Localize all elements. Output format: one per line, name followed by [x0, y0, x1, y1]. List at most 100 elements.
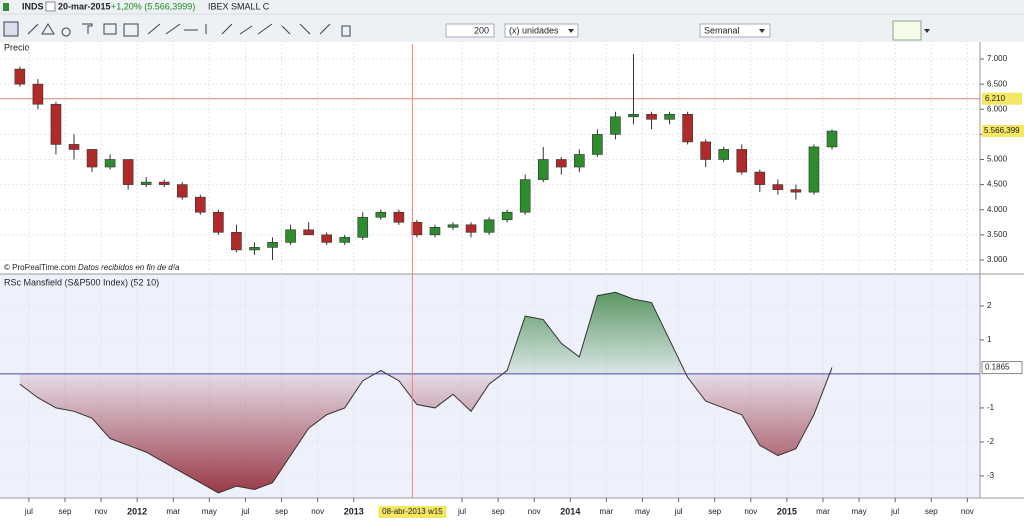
cursor-label: 08-abr-2013 w15: [382, 507, 443, 516]
x-tick-label: 2012: [127, 506, 147, 516]
candle-body: [104, 159, 116, 168]
candle-body: [411, 221, 423, 236]
last-price-label: 5.566,399: [984, 126, 1020, 135]
candle-body: [285, 229, 296, 243]
candle-body: [195, 196, 206, 213]
candle-body: [501, 211, 513, 221]
units-select[interactable]: [504, 23, 579, 38]
candle-body: [772, 184, 784, 190]
y-tick-label: 5.000: [987, 155, 1008, 164]
x-tick-label: mar: [600, 507, 614, 516]
period-select[interactable]: [699, 23, 771, 38]
candle-body: [664, 113, 675, 120]
last-value-label: 0.1865: [985, 363, 1010, 372]
last-value-box: [981, 361, 1023, 375]
chart-style-button[interactable]: [892, 20, 922, 41]
x-tick-label: may: [852, 507, 867, 516]
candle-body: [357, 216, 369, 238]
y-tick-label: 3.000: [987, 255, 1008, 264]
candle-body: [808, 146, 820, 193]
x-tick-label: jul: [240, 507, 249, 516]
indicator-line: [19, 291, 833, 494]
candle-body: [483, 219, 495, 233]
x-tick-label: nov: [961, 507, 974, 516]
dropdown-arrow: [924, 29, 930, 33]
x-tick-label: mar: [166, 507, 180, 516]
y-tick-label: -1: [987, 403, 995, 412]
x-tick-label: jul: [890, 507, 899, 516]
y-tick-label: 4.000: [987, 205, 1008, 214]
y-tick-label: -3: [987, 471, 995, 480]
units-count[interactable]: 200: [474, 25, 489, 35]
candle-body: [790, 189, 802, 193]
candle-body: [213, 211, 224, 233]
units-input[interactable]: [445, 23, 495, 38]
x-tick-label: 2015: [777, 506, 797, 516]
symbol-icon[interactable]: [3, 3, 9, 11]
x-tick-label: may: [635, 507, 650, 516]
candle-body: [303, 229, 314, 236]
data-note: Datos recibidos en fin de día: [78, 263, 180, 272]
x-tick-label: jul: [24, 507, 33, 516]
x-tick-label: jul: [674, 507, 683, 516]
x-tick-label: sep: [59, 507, 72, 516]
date: 20-mar-2015: [58, 1, 111, 11]
y-tick-label: 1: [987, 335, 992, 344]
x-tick-label: 2014: [560, 506, 580, 516]
dropdown-arrow: [568, 29, 574, 33]
x-tick-label: nov: [744, 507, 757, 516]
drawing-tools[interactable]: [3, 21, 351, 37]
candle-body: [555, 159, 567, 168]
area-positive: [374, 292, 833, 374]
y-tick-label: 6.000: [987, 104, 1008, 113]
y-tick-label: 4.500: [987, 180, 1008, 189]
reference-label-box: [982, 92, 1022, 105]
candle-body: [574, 154, 585, 168]
change: +1,20% (5.566,3999): [111, 1, 195, 11]
candle-body: [32, 83, 44, 105]
candle-body: [339, 237, 351, 243]
y-tick-label: 2: [987, 301, 992, 310]
x-tick-label: may: [202, 507, 217, 516]
candle-body: [393, 211, 405, 223]
x-tick-label: nov: [95, 507, 108, 516]
price-panel: [0, 42, 980, 272]
period[interactable]: Semanal: [704, 25, 740, 35]
panel-title: Precio: [4, 42, 30, 52]
candle-body: [519, 179, 531, 213]
candle-body: [592, 134, 603, 155]
x-tick-label: nov: [311, 507, 324, 516]
candle-body: [86, 149, 98, 168]
candle-body: [14, 68, 26, 85]
x-tick-label: 2013: [344, 506, 364, 516]
candle-body: [267, 242, 278, 248]
candle-body: [646, 113, 657, 120]
candle-body: [68, 144, 80, 150]
candle-body: [628, 113, 639, 118]
info-button[interactable]: [45, 1, 56, 12]
candle-body: [176, 184, 188, 198]
x-tick-label: sep: [708, 507, 721, 516]
symbol[interactable]: INDS: [22, 1, 44, 11]
candle-body: [429, 226, 441, 236]
candle-body: [122, 159, 134, 185]
reference-label: 6.210: [985, 94, 1006, 103]
x-tick-label: jul: [457, 507, 466, 516]
x-tick-label: sep: [492, 507, 505, 516]
candle-body: [610, 116, 621, 135]
cursor-label-box: [378, 506, 447, 518]
y-tick-label: -2: [987, 437, 995, 446]
candle-body: [718, 149, 730, 160]
y-tick-label: 7.000: [987, 54, 1008, 63]
source: © ProRealTime.com: [4, 263, 76, 272]
candle-body: [736, 149, 748, 173]
units-label[interactable]: (x) unidades: [509, 25, 559, 35]
last-price-box: [982, 125, 1024, 138]
y-tick-label: 6.500: [987, 79, 1008, 88]
candle-body: [465, 224, 477, 233]
candle-body: [321, 234, 332, 243]
candle-body: [231, 232, 242, 251]
area-negative: [19, 373, 830, 493]
candle-body: [754, 171, 766, 185]
